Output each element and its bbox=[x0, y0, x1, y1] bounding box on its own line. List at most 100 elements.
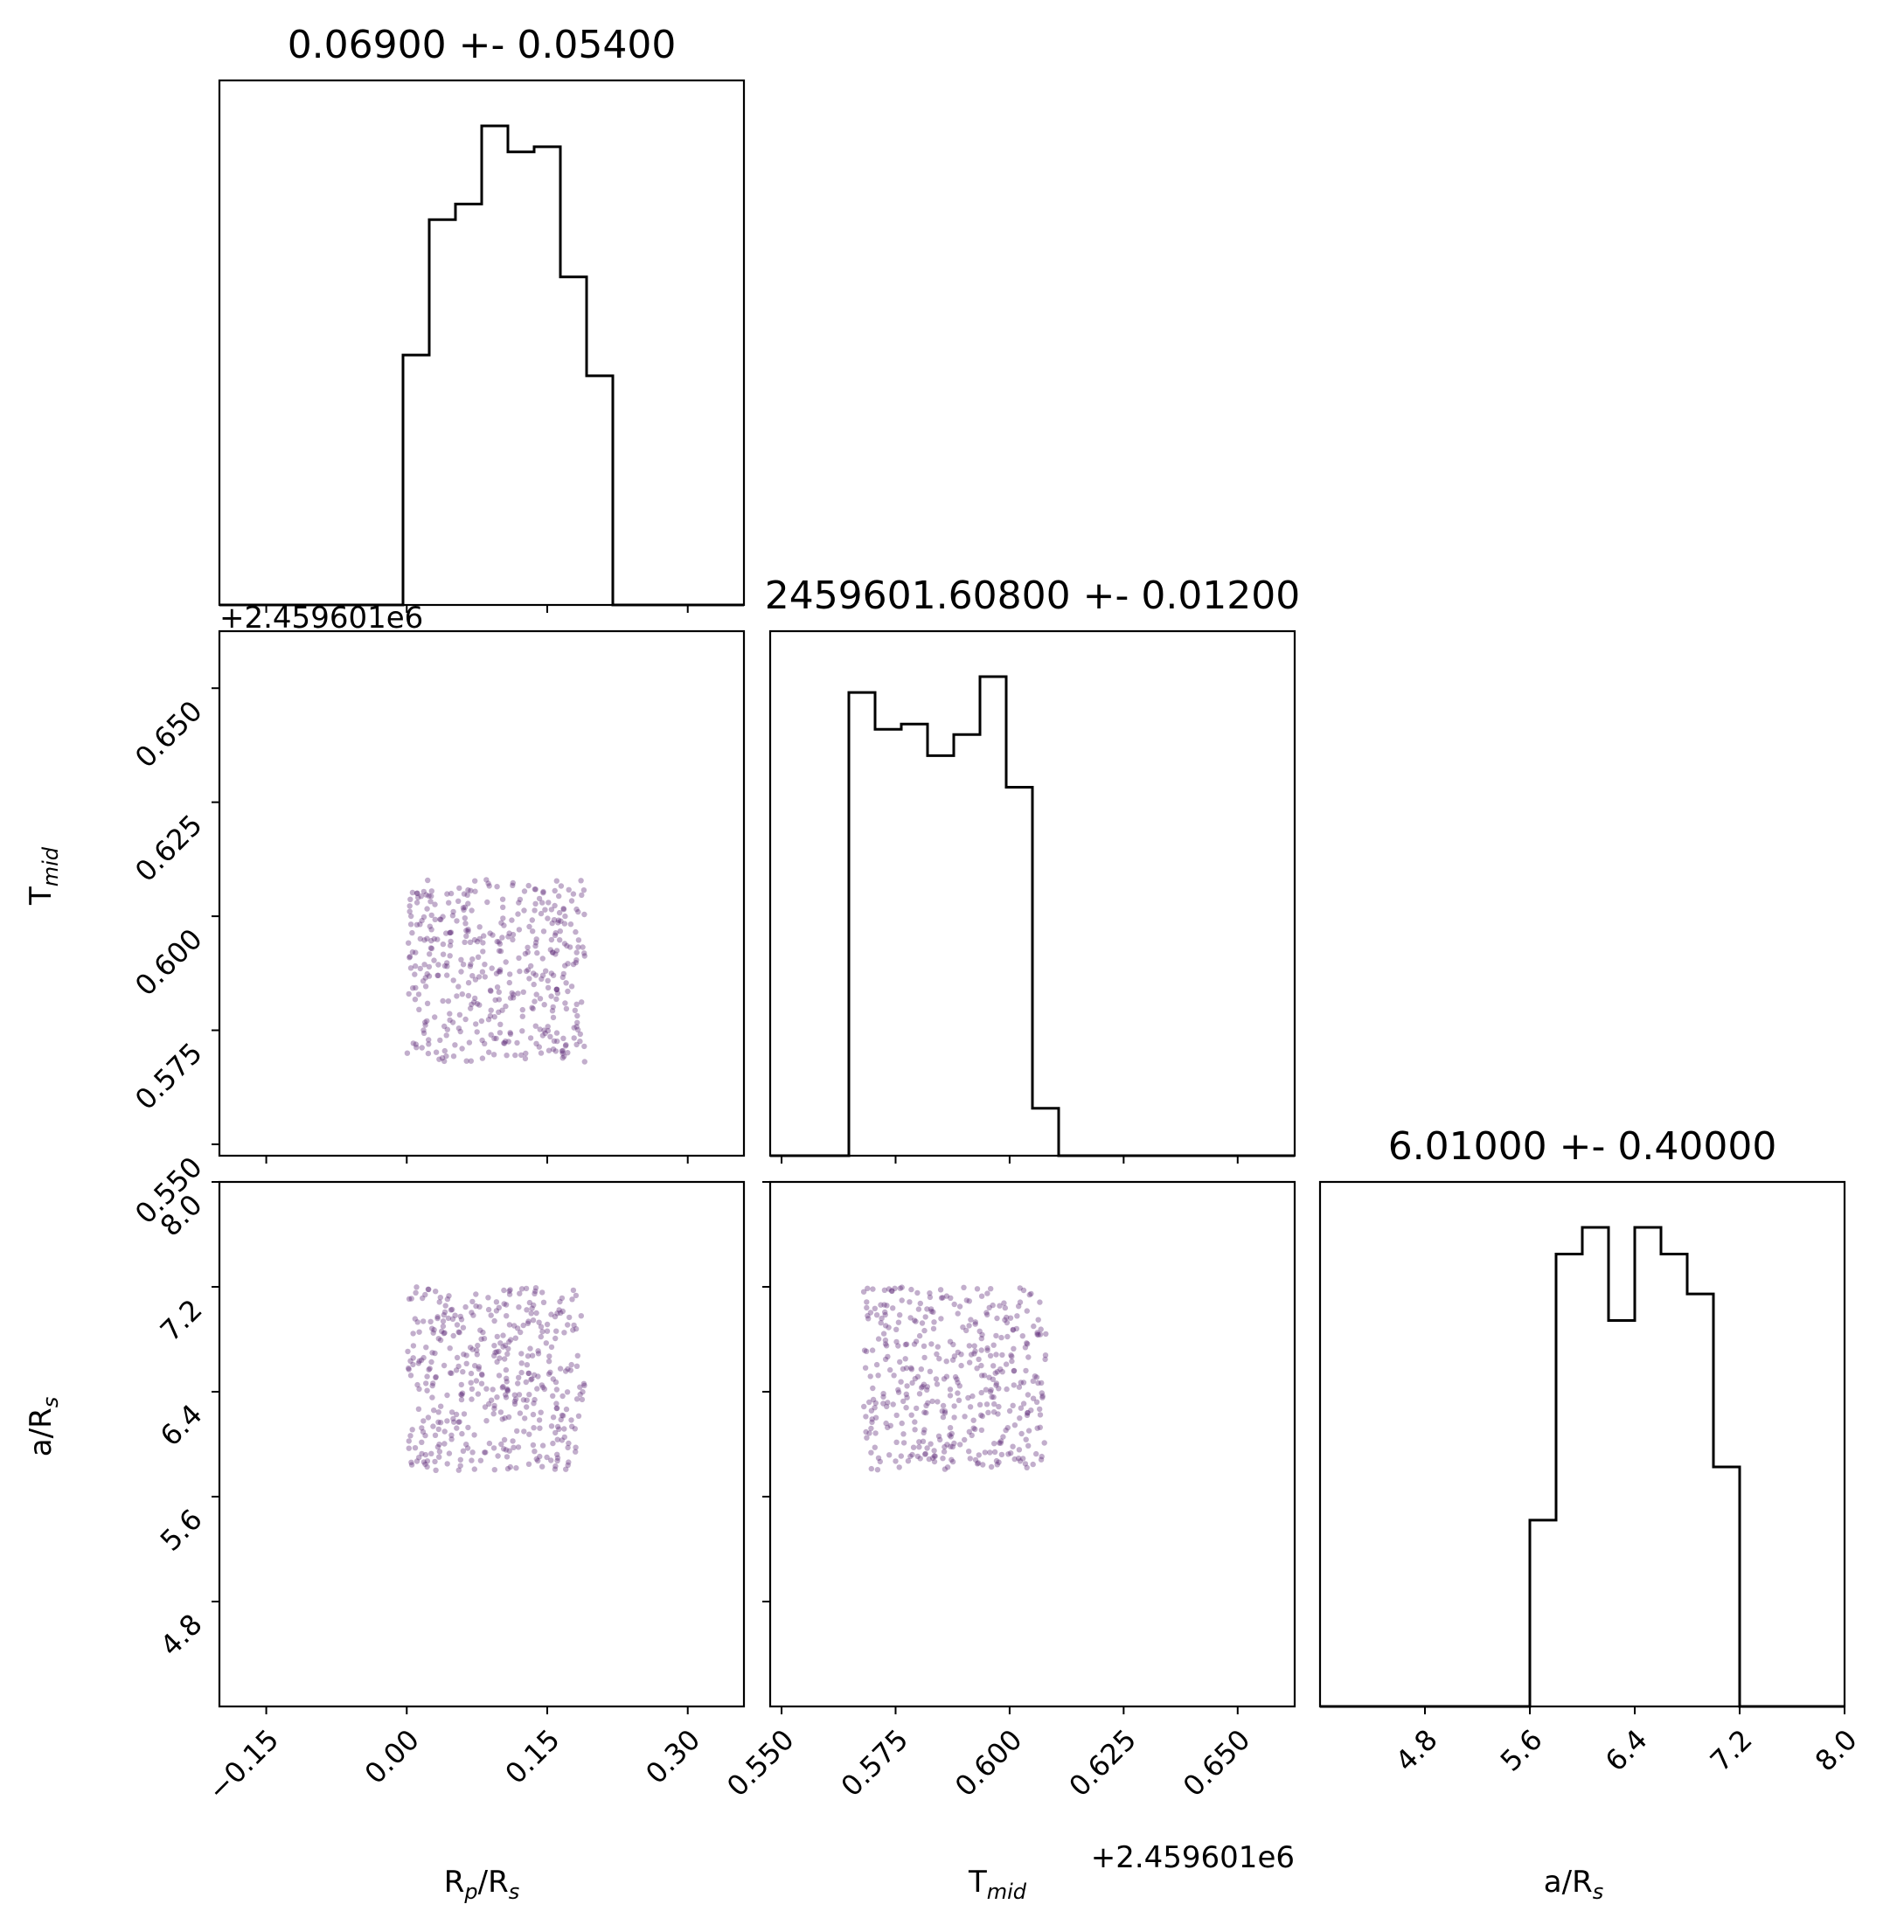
scatter-point bbox=[433, 1467, 439, 1474]
scatter-point bbox=[1020, 1456, 1026, 1462]
scatter-point bbox=[563, 980, 569, 986]
scatter-point bbox=[1016, 1456, 1022, 1462]
scatter-point bbox=[442, 1303, 448, 1309]
scatter-point bbox=[516, 900, 522, 906]
scatter-point bbox=[581, 1382, 587, 1389]
scatter-point bbox=[482, 1449, 488, 1456]
scatter-point bbox=[420, 1354, 427, 1361]
scatter-point bbox=[434, 1315, 441, 1322]
scatter-point bbox=[454, 1322, 461, 1328]
scatter-point bbox=[424, 1387, 430, 1393]
scatter-point bbox=[407, 1433, 413, 1439]
scatter-point bbox=[511, 1400, 518, 1407]
scatter-point bbox=[448, 890, 455, 897]
scatter-point bbox=[914, 1405, 920, 1412]
scatter-point bbox=[549, 949, 556, 956]
scatter-point bbox=[516, 955, 522, 962]
scatter-point bbox=[967, 1456, 974, 1462]
scatter-point bbox=[930, 1309, 936, 1316]
histogram-frame bbox=[1318, 1180, 1846, 1708]
scatter-point bbox=[496, 997, 503, 1003]
scatter-point bbox=[983, 1401, 990, 1407]
x-tick-label: 0.625 bbox=[1062, 1723, 1143, 1803]
scatter-point bbox=[1016, 1303, 1022, 1310]
scatter-point bbox=[448, 1409, 455, 1415]
scatter-point bbox=[435, 1419, 441, 1426]
scatter-point bbox=[441, 1441, 448, 1447]
scatter-point bbox=[563, 1005, 570, 1012]
scatter-point bbox=[496, 1304, 502, 1311]
scatter-point bbox=[492, 1349, 498, 1356]
scatter-point bbox=[509, 917, 515, 923]
scatter-point bbox=[580, 887, 587, 893]
panel-title: 0.06900 +- 0.05400 bbox=[288, 23, 677, 67]
scatter-point bbox=[893, 1412, 900, 1419]
scatter-point bbox=[443, 1032, 449, 1039]
scatter-point bbox=[972, 1348, 978, 1354]
scatter-point bbox=[572, 1426, 578, 1432]
scatter-point bbox=[428, 1359, 434, 1366]
scatter-point bbox=[947, 1338, 954, 1345]
scatter-point bbox=[537, 1026, 543, 1032]
scatter-point bbox=[535, 1348, 541, 1354]
scatter-point bbox=[581, 1059, 587, 1065]
scatter-point bbox=[990, 1342, 997, 1348]
scatter-point bbox=[493, 970, 500, 976]
scatter-point bbox=[868, 1449, 874, 1456]
scatter-point bbox=[450, 1332, 456, 1339]
scatter-point bbox=[516, 1304, 522, 1310]
scatter-point bbox=[502, 1414, 508, 1421]
scatter-point bbox=[420, 914, 427, 921]
scatter-point bbox=[874, 1467, 881, 1473]
scatter-point bbox=[540, 1299, 547, 1306]
scatter-point bbox=[872, 1444, 878, 1450]
scatter-point bbox=[477, 1327, 483, 1333]
scatter-point bbox=[958, 1352, 964, 1358]
scatter-point bbox=[501, 1039, 507, 1046]
histogram-frame bbox=[218, 79, 746, 607]
scatter-point bbox=[530, 1442, 537, 1449]
scatter-point bbox=[990, 1376, 997, 1383]
scatter-point bbox=[934, 1351, 940, 1358]
scatter-point bbox=[553, 996, 559, 1003]
scatter-point bbox=[568, 898, 575, 904]
scatter-point bbox=[458, 1381, 464, 1388]
scatter-point bbox=[542, 1030, 548, 1037]
scatter-point bbox=[542, 907, 548, 913]
scatter-point bbox=[993, 1457, 1000, 1464]
scatter-point bbox=[883, 1343, 890, 1349]
scatter-point bbox=[521, 1428, 527, 1435]
scatter-point bbox=[940, 1402, 947, 1409]
scatter-point bbox=[548, 1423, 555, 1429]
scatter-point bbox=[517, 1290, 523, 1296]
scatter-point bbox=[578, 878, 584, 884]
scatter-point bbox=[1020, 1287, 1027, 1294]
scatter-point bbox=[581, 953, 587, 959]
scatter-point bbox=[504, 1387, 511, 1394]
x-tick-label: 7.2 bbox=[1704, 1723, 1759, 1778]
scatter-point bbox=[432, 901, 438, 907]
scatter-point bbox=[438, 1403, 444, 1409]
scatter-point bbox=[407, 908, 413, 914]
scatter-point bbox=[553, 986, 559, 993]
scatter-point bbox=[427, 923, 433, 929]
scatter-point bbox=[943, 1293, 950, 1299]
scatter-point bbox=[1033, 1450, 1039, 1457]
scatter-point bbox=[419, 1450, 425, 1457]
scatter-point bbox=[416, 1386, 422, 1393]
scatter-point bbox=[509, 990, 515, 997]
scatter-point bbox=[447, 929, 453, 936]
scatter-point bbox=[966, 1343, 973, 1349]
scatter-point bbox=[518, 1329, 524, 1336]
scatter-point bbox=[532, 900, 539, 907]
scatter-point bbox=[529, 1305, 535, 1311]
scatter-point bbox=[974, 1366, 980, 1372]
scatter-point bbox=[483, 1449, 489, 1456]
scatter-point bbox=[559, 1048, 566, 1054]
scatter-point bbox=[895, 1319, 902, 1325]
scatter-point bbox=[454, 993, 460, 999]
scatter-point bbox=[974, 1286, 981, 1292]
scatter-point bbox=[540, 928, 547, 935]
scatter-point bbox=[463, 1442, 469, 1448]
scatter-point bbox=[976, 1356, 982, 1363]
